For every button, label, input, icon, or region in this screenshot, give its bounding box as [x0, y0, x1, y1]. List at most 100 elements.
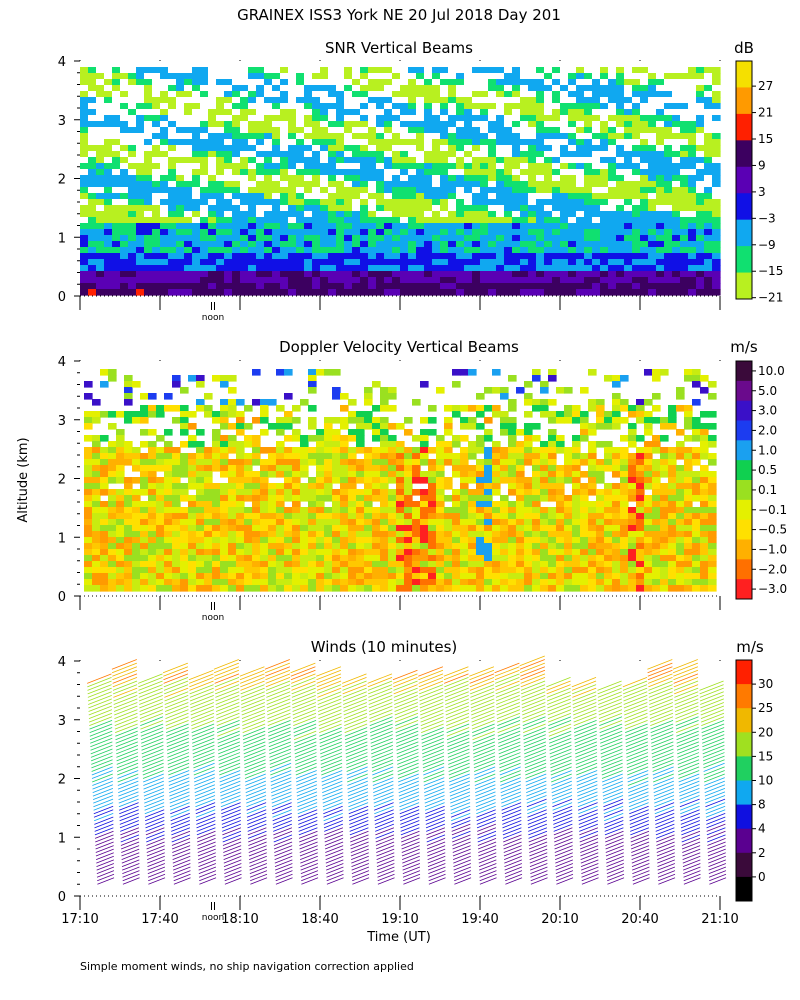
doppler-cell: [244, 483, 253, 490]
snr-cell: [216, 85, 225, 92]
doppler-cell: [484, 543, 493, 550]
snr-cell: [312, 145, 321, 152]
snr-cell: [112, 253, 121, 260]
snr-cell: [600, 163, 609, 170]
snr-cell: [256, 193, 265, 200]
doppler-cell: [428, 525, 437, 532]
snr-cell: [240, 145, 249, 152]
doppler-cell: [596, 411, 605, 418]
snr-cell: [304, 133, 313, 140]
snr-cell: [328, 187, 337, 194]
snr-cell: [152, 199, 161, 206]
snr-cell: [288, 151, 297, 158]
doppler-cell: [204, 489, 213, 496]
doppler-cell: [332, 453, 341, 460]
snr-cell: [280, 109, 289, 116]
snr-cell: [680, 73, 689, 80]
snr-cell: [240, 211, 249, 218]
snr-cell: [416, 241, 425, 248]
doppler-cell: [188, 501, 197, 508]
snr-cell: [360, 79, 369, 86]
doppler-cell: [140, 519, 149, 526]
snr-cell: [344, 157, 353, 164]
doppler-cell: [116, 519, 125, 526]
snr-cell: [488, 205, 497, 212]
snr-cell: [656, 205, 665, 212]
snr-cell: [536, 151, 545, 158]
snr-cell: [248, 229, 257, 236]
doppler-cell: [348, 465, 357, 472]
snr-cell: [216, 73, 225, 80]
doppler-cell: [444, 477, 453, 484]
doppler-cell: [588, 513, 597, 520]
snr-cell: [296, 289, 305, 296]
snr-cell: [600, 289, 609, 296]
doppler-cell: [564, 549, 573, 556]
doppler-cell: [252, 471, 261, 478]
doppler-cell: [156, 549, 165, 556]
snr-cell: [528, 151, 537, 158]
snr-cell: [568, 241, 577, 248]
snr-cell: [616, 265, 625, 272]
snr-cell: [480, 79, 489, 86]
snr-cell: [296, 265, 305, 272]
snr-cell: [424, 193, 433, 200]
doppler-cell: [588, 567, 597, 574]
doppler-cell: [556, 495, 565, 502]
snr-cell: [592, 97, 601, 104]
doppler-cell: [340, 441, 349, 448]
snr-cell: [312, 205, 321, 212]
snr-cell: [584, 67, 593, 74]
snr-cell: [208, 127, 217, 134]
snr-cell: [648, 157, 657, 164]
snr-cell: [240, 91, 249, 98]
snr-cell: [128, 247, 137, 254]
snr-cell: [160, 259, 169, 266]
snr-cell: [328, 175, 337, 182]
snr-cell: [400, 277, 409, 284]
snr-cell: [288, 97, 297, 104]
snr-cell: [200, 127, 209, 134]
snr-cell: [680, 97, 689, 104]
doppler-cell: [516, 471, 525, 478]
snr-cell: [632, 247, 641, 254]
snr-cell: [584, 247, 593, 254]
doppler-cell: [452, 531, 461, 538]
snr-cell: [536, 115, 545, 122]
snr-cell: [640, 259, 649, 266]
snr-cell: [304, 241, 313, 248]
doppler-cell: [164, 537, 173, 544]
snr-cell: [496, 139, 505, 146]
snr-cell: [280, 91, 289, 98]
doppler-cell: [244, 579, 253, 586]
snr-cell: [480, 259, 489, 266]
snr-cell: [232, 217, 241, 224]
snr-cell: [288, 289, 297, 296]
doppler-cell: [412, 435, 421, 442]
snr-cell: [96, 181, 105, 188]
doppler-cell: [228, 543, 237, 550]
snr-cell: [168, 259, 177, 266]
snr-cell: [88, 79, 97, 86]
snr-cell: [168, 109, 177, 116]
snr-cell: [240, 217, 249, 224]
snr-cell: [224, 211, 233, 218]
snr-cell: [128, 127, 137, 134]
snr-cell: [704, 103, 713, 110]
snr-cell: [472, 187, 481, 194]
doppler-cell: [460, 435, 469, 442]
doppler-cell: [140, 453, 149, 460]
snr-cell: [296, 67, 305, 74]
snr-cell: [152, 139, 161, 146]
snr-cell: [696, 283, 705, 290]
snr-cell: [440, 217, 449, 224]
snr-cell: [304, 151, 313, 158]
snr-cell: [712, 103, 721, 110]
doppler-cell: [420, 453, 429, 460]
snr-cell: [712, 211, 721, 218]
snr-cell: [192, 289, 201, 296]
snr-cell: [88, 247, 97, 254]
snr-cell: [520, 139, 529, 146]
snr-cell: [408, 199, 417, 206]
doppler-cell: [164, 567, 173, 574]
